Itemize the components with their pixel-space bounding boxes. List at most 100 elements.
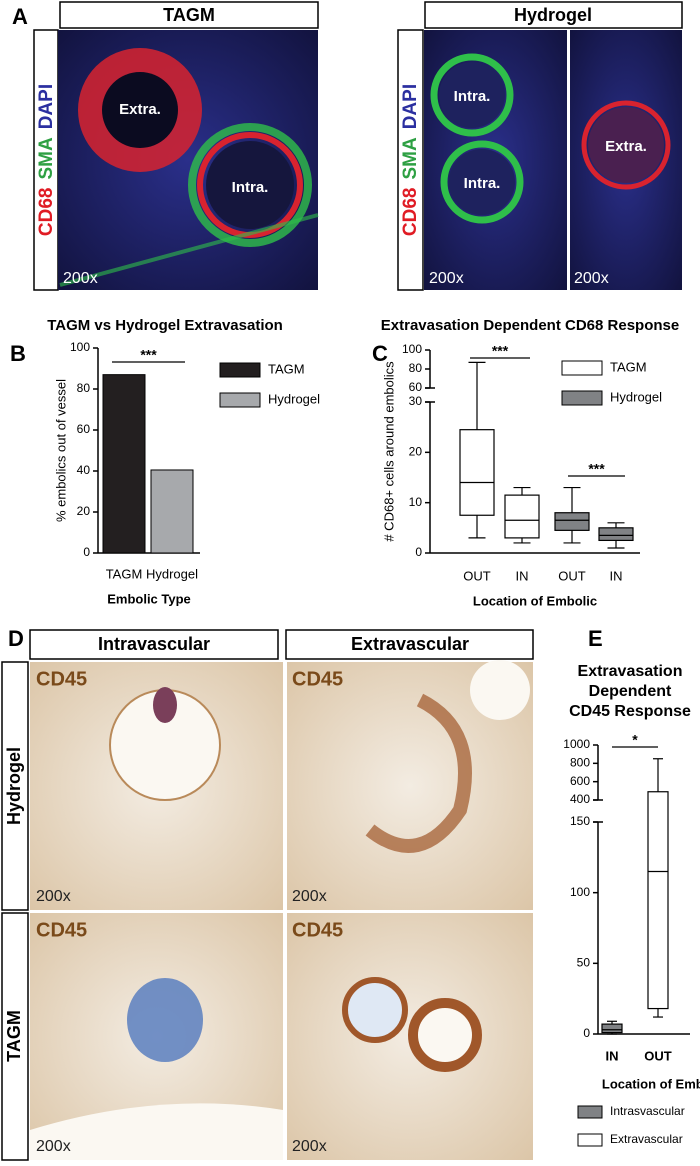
magnification: 200x <box>429 270 464 287</box>
box <box>647 791 669 1010</box>
legend-label: Extravascular <box>610 1132 683 1146</box>
y-tick-label: 60 <box>77 422 91 436</box>
box <box>598 527 634 542</box>
x-tick-label: Hydrogel <box>146 566 198 581</box>
column-header: Intravascular <box>98 634 210 654</box>
stain-label: CD45 <box>292 668 343 690</box>
stain: SMA <box>36 137 57 180</box>
x-axis-label: Embolic Type <box>107 591 191 606</box>
header-box <box>285 629 534 660</box>
x-axis-label: Location of Embolic <box>602 1076 700 1091</box>
x-tick-label: OUT <box>463 568 491 583</box>
stain-label: CD68 SMA DAPI <box>400 84 421 236</box>
y-tick-label: 40 <box>77 463 91 477</box>
x-tick-label: OUT <box>644 1048 672 1063</box>
legend-swatch <box>577 1105 603 1119</box>
y-tick-label: 20 <box>77 504 91 518</box>
row-box <box>1 912 29 1161</box>
y-tick-label: 100 <box>70 340 90 354</box>
chart-title: Extravasation Dependent CD68 Response <box>381 317 679 334</box>
stain-label: CD45 <box>292 919 343 941</box>
y-tick-label: 0 <box>583 1026 590 1040</box>
stain: CD68 <box>36 188 57 237</box>
legend-swatch <box>219 362 261 378</box>
magnification: 200x <box>36 888 71 905</box>
legend-swatch <box>561 360 603 376</box>
x-tick-label: TAGM <box>106 566 143 581</box>
box <box>504 494 540 539</box>
y-tick-label: 60 <box>409 380 423 394</box>
stain-box <box>33 29 59 291</box>
panel-label: C <box>372 341 388 366</box>
legend-label: Intrasvascular <box>610 1104 685 1118</box>
x-tick-label: IN <box>516 568 529 583</box>
row-box <box>1 661 29 911</box>
significance: * <box>632 732 638 748</box>
y-tick-label: 100 <box>570 885 590 899</box>
stain: DAPI <box>400 84 421 129</box>
panel-label: B <box>10 341 26 366</box>
y-tick-label: 600 <box>570 774 590 788</box>
header-box <box>59 1 319 29</box>
y-tick-label: 80 <box>409 361 423 375</box>
y-tick-label: 30 <box>409 394 423 408</box>
stain: DAPI <box>36 84 57 129</box>
legend-label: TAGM <box>610 359 647 374</box>
image-label: Intra. <box>232 179 269 196</box>
stain-label: CD45 <box>36 919 87 941</box>
x-axis-label: Location of Embolic <box>473 593 597 608</box>
stain: SMA <box>400 137 421 180</box>
y-tick-label: 800 <box>570 756 590 770</box>
y-tick-label: 0 <box>83 545 90 559</box>
magnification: 200x <box>574 270 609 287</box>
column-header: TAGM <box>163 5 215 25</box>
micrograph <box>58 30 319 290</box>
y-tick-label: 10 <box>409 495 423 509</box>
legend-label: TAGM <box>268 361 305 376</box>
y-tick-label: 20 <box>409 445 423 459</box>
chart-title: Dependent <box>589 683 672 700</box>
column-header: Hydrogel <box>514 5 592 25</box>
row-header: TAGM <box>4 1010 24 1062</box>
magnification: 200x <box>63 270 98 287</box>
legend-label: Hydrogel <box>268 391 320 406</box>
y-axis-label: % embolics out of vessel <box>53 379 68 522</box>
row-header: Hydrogel <box>4 747 24 825</box>
box <box>459 429 495 516</box>
bar <box>102 374 146 554</box>
header-box <box>424 1 683 29</box>
stain-box <box>397 29 424 291</box>
image-label: Extra. <box>119 101 161 118</box>
image-label: Intra. <box>464 175 501 192</box>
chart-title: TAGM vs Hydrogel Extravasation <box>47 317 283 334</box>
significance: *** <box>140 347 157 363</box>
box <box>601 1023 623 1034</box>
legend-swatch <box>219 392 261 408</box>
bar <box>150 469 194 554</box>
box <box>554 512 590 531</box>
significance: *** <box>492 343 509 359</box>
magnification: 200x <box>36 1138 71 1155</box>
stain-label: CD45 <box>36 668 87 690</box>
micrograph <box>424 30 682 290</box>
panel-label: A <box>12 4 28 29</box>
magnification: 200x <box>292 888 327 905</box>
y-tick-label: 80 <box>77 381 91 395</box>
micrograph <box>30 660 533 1160</box>
y-tick-label: 50 <box>577 956 591 970</box>
x-tick-label: IN <box>606 1048 619 1063</box>
y-tick-label: 150 <box>570 814 590 828</box>
stain-label: CD68 SMA DAPI <box>36 84 57 236</box>
legend-label: Hydrogel <box>610 389 662 404</box>
legend-swatch <box>577 1133 603 1147</box>
y-tick-label: 400 <box>570 792 590 806</box>
x-tick-label: OUT <box>558 568 586 583</box>
column-header: Extravascular <box>351 634 469 654</box>
y-tick-label: 100 <box>402 342 422 356</box>
y-tick-label: 0 <box>415 545 422 559</box>
significance: *** <box>588 461 605 477</box>
chart-title: Extravasation <box>578 663 683 680</box>
image-label: Intra. <box>454 88 491 105</box>
stain: CD68 <box>400 188 421 237</box>
